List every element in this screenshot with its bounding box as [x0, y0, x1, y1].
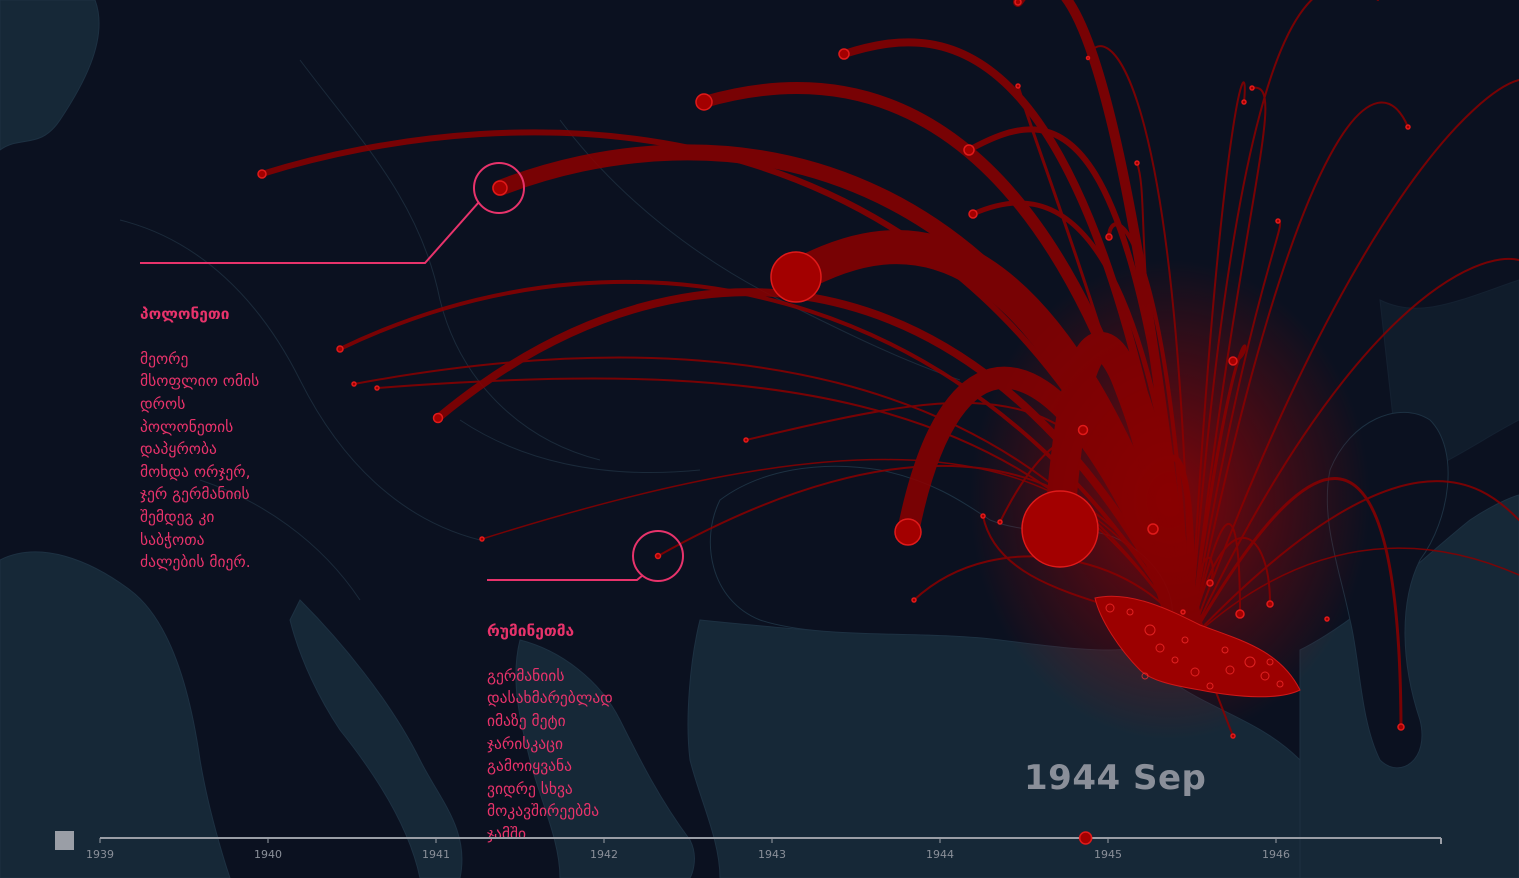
poland-callout-pointer [140, 162, 525, 264]
origin-cluster [1094, 595, 1301, 698]
romania-callout-body: გერმანიის დასახმარებლად იმაზე მეტი ჯარის… [487, 666, 613, 843]
timeline-year-label: 1942 [590, 848, 618, 861]
timeline-year-label: 1943 [758, 848, 786, 861]
poland-callout-body: მეორე მსოფლიო ომის დროს პოლონეთის დაპყრო… [140, 349, 260, 572]
timeline-handle[interactable] [1078, 831, 1093, 845]
romania-callout-pointer [487, 530, 684, 582]
stop-square-icon[interactable] [55, 831, 74, 850]
timeline-year-label: 1939 [86, 848, 114, 861]
poland-callout-title: პოლონეთი [140, 304, 230, 323]
poland-callout: პოლონეთი მეორე მსოფლიო ომის დროს პოლონეთ… [140, 280, 340, 596]
romania-callout: რუმინეთმა გერმანიის დასახმარებლად იმაზე … [487, 597, 707, 868]
destination-markers [257, 0, 1411, 739]
timeline-ticks: 1939 1940 1941 1942 1943 1944 1945 1946 [86, 838, 1290, 861]
timeline-year-label: 1945 [1094, 848, 1122, 861]
romania-callout-title: რუმინეთმა [487, 621, 575, 640]
timeline-slider[interactable]: 1939 1940 1941 1942 1943 1944 1945 1946 [80, 826, 1460, 866]
country-borders [119, 59, 961, 601]
timeline-year-label: 1946 [1262, 848, 1290, 861]
timeline-year-label: 1944 [926, 848, 954, 861]
timeline-year-label: 1940 [254, 848, 282, 861]
timeline-year-label: 1941 [422, 848, 450, 861]
troop-flow-arcs [259, 0, 1519, 737]
current-date-label: 1944 Sep [1024, 758, 1207, 798]
